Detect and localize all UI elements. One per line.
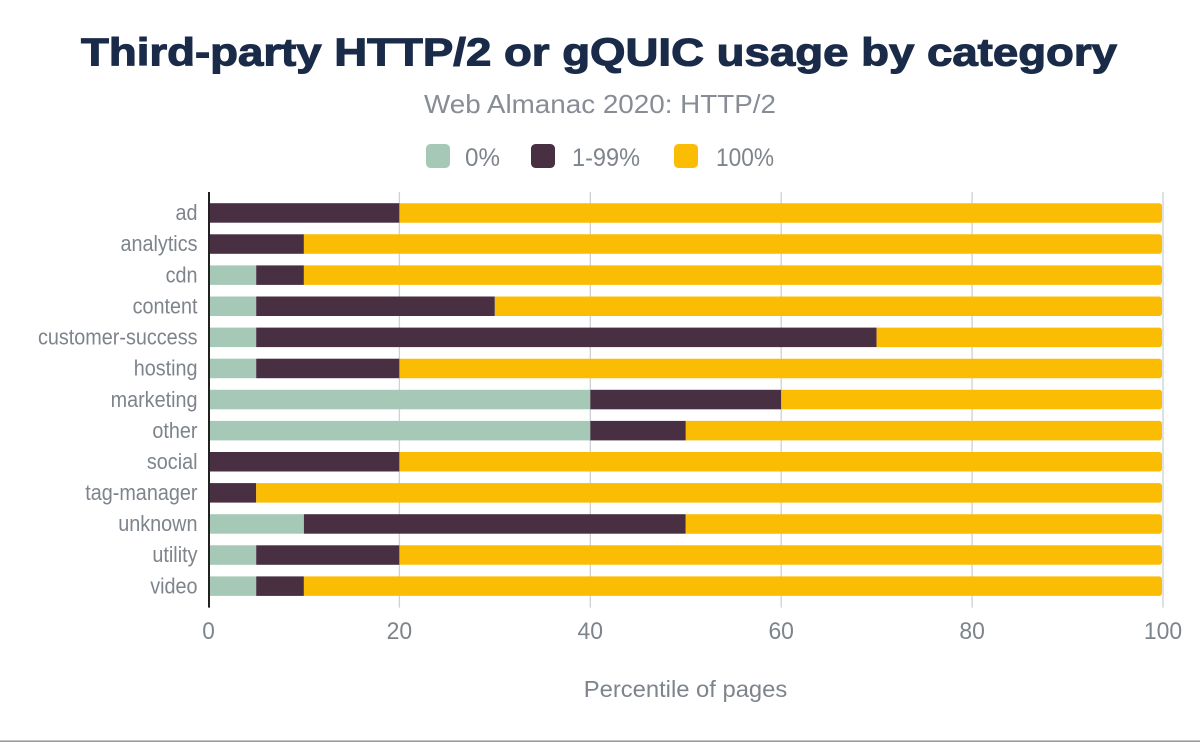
- svg-text:0%: 0%: [465, 144, 500, 172]
- svg-text:Web Almanac 2020: HTTP/2: Web Almanac 2020: HTTP/2: [424, 89, 776, 119]
- svg-text:customer-success: customer-success: [38, 325, 198, 350]
- svg-text:Percentile of pages: Percentile of pages: [584, 676, 788, 702]
- svg-text:Third-party HTTP/2 or gQUIC us: Third-party HTTP/2 or gQUIC usage by cat…: [81, 32, 1117, 75]
- svg-text:content: content: [133, 293, 198, 318]
- svg-text:40: 40: [578, 618, 604, 645]
- svg-text:other: other: [152, 418, 197, 443]
- svg-text:analytics: analytics: [121, 231, 198, 256]
- svg-text:unknown: unknown: [118, 511, 197, 536]
- svg-text:cdn: cdn: [166, 262, 198, 287]
- svg-text:100: 100: [1144, 618, 1182, 645]
- svg-text:tag-manager: tag-manager: [85, 480, 197, 505]
- svg-text:hosting: hosting: [134, 356, 198, 381]
- svg-text:ad: ad: [176, 200, 198, 225]
- svg-text:60: 60: [768, 618, 794, 645]
- svg-text:marketing: marketing: [111, 387, 198, 412]
- svg-text:80: 80: [959, 618, 985, 645]
- svg-text:20: 20: [387, 618, 413, 645]
- svg-text:1-99%: 1-99%: [572, 144, 640, 172]
- svg-text:video: video: [150, 573, 197, 598]
- svg-text:utility: utility: [152, 542, 197, 567]
- svg-text:social: social: [147, 449, 198, 474]
- svg-text:100%: 100%: [716, 144, 774, 172]
- svg-text:0: 0: [202, 618, 215, 645]
